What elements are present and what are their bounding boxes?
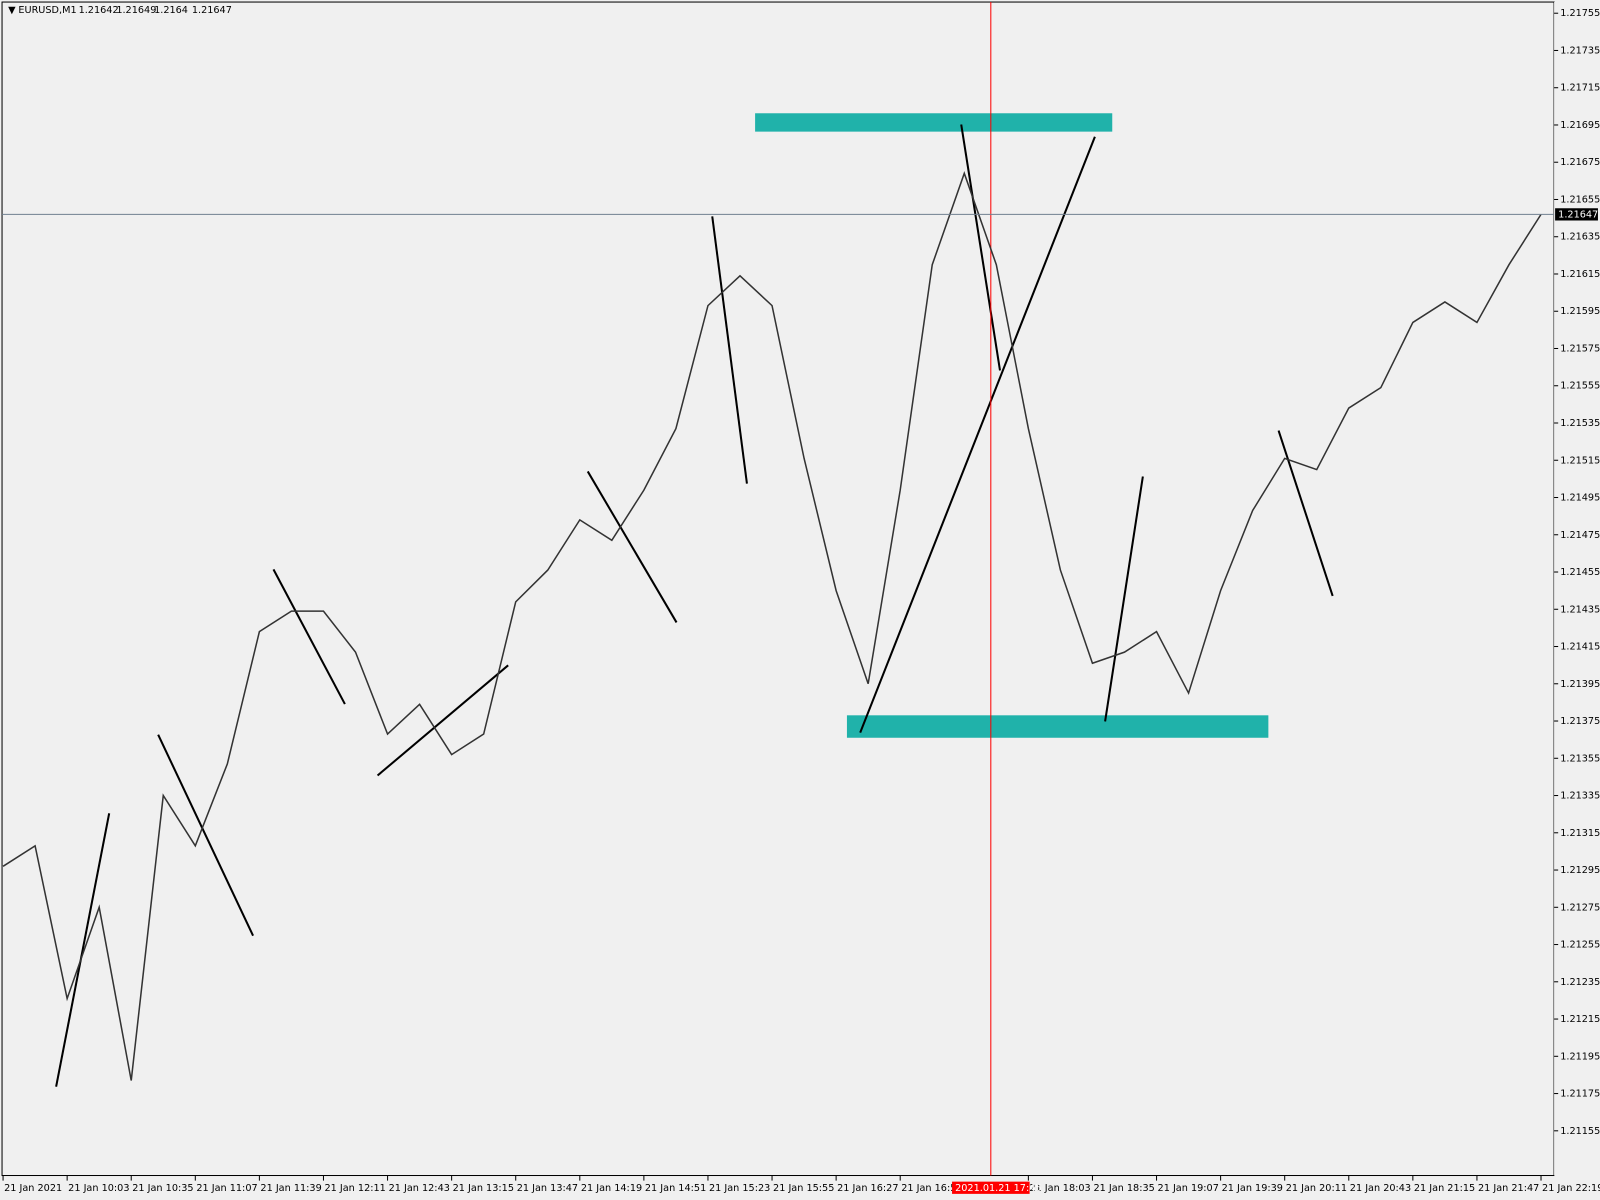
bid-label: 1.21647 <box>1558 209 1598 220</box>
trend-line <box>272 568 346 705</box>
y-tick-label: 1.21515 <box>1560 455 1600 466</box>
y-tick-label: 1.21735 <box>1560 45 1600 56</box>
ohlc-high: 1.21649 <box>116 5 156 16</box>
y-tick-label: 1.21255 <box>1560 940 1600 951</box>
x-tick-label: 21 Jan 16:27 <box>837 1183 898 1194</box>
y-tick-label: 1.21575 <box>1560 343 1600 354</box>
trend-line <box>1277 430 1334 597</box>
x-tick-label: 21 Jan 12:43 <box>389 1183 450 1194</box>
y-tick-label: 1.21175 <box>1560 1089 1600 1100</box>
x-tick-label: 21 Jan 13:15 <box>453 1183 514 1194</box>
trend-lines <box>55 124 1334 1087</box>
x-tick-label: 21 Jan 18:35 <box>1093 1183 1154 1194</box>
ohlc-open: 1.21642 <box>79 5 119 16</box>
plot-area <box>1 1 1555 1177</box>
y-tick-label: 1.21295 <box>1560 865 1600 876</box>
x-tick-label: 21 Jan 21:15 <box>1414 1183 1475 1194</box>
ohlc-low: 1.2164 <box>154 5 188 16</box>
y-tick-label: 1.21435 <box>1560 604 1600 615</box>
y-tick-label: 1.21335 <box>1560 791 1600 802</box>
y-tick-label: 1.21715 <box>1560 83 1600 94</box>
y-tick-label: 1.21555 <box>1560 381 1600 392</box>
trend-line <box>960 124 1002 371</box>
crosshair-label: 2021.01.21 17:45 <box>955 1183 1041 1194</box>
y-tick-label: 1.21675 <box>1560 157 1600 168</box>
y-tick-label: 1.21495 <box>1560 493 1600 504</box>
symbol: EURUSD,M1 <box>18 5 76 16</box>
resistance-zone <box>755 113 1113 132</box>
x-tick-label: 21 Jan 10:35 <box>132 1183 193 1194</box>
y-tick-label: 1.21355 <box>1560 753 1600 764</box>
x-tick-label: 21 Jan 19:39 <box>1222 1183 1283 1194</box>
y-tick-label: 1.21635 <box>1560 232 1600 243</box>
y-tick-label: 1.21475 <box>1560 530 1600 541</box>
price-axis <box>1554 2 1600 1176</box>
crosshair-label-box <box>952 1181 1030 1194</box>
x-tick-label: 21 Jan 11:07 <box>196 1183 257 1194</box>
x-tick-label: 21 Jan 14:51 <box>645 1183 706 1194</box>
trend-line <box>55 813 111 1087</box>
y-tick-label: 1.21195 <box>1560 1051 1600 1062</box>
y-tick-label: 1.21235 <box>1560 977 1600 988</box>
x-tick-label: 21 Jan 12:11 <box>324 1183 385 1194</box>
x-tick-label: 21 Jan 15:55 <box>773 1183 834 1194</box>
price-line <box>2 171 1542 1081</box>
support-zone <box>846 715 1269 738</box>
y-tick-label: 1.21375 <box>1560 716 1600 727</box>
x-tick-label: 21 Jan 14:19 <box>581 1183 642 1194</box>
trend-line <box>157 734 254 937</box>
trend-line <box>1104 476 1144 722</box>
x-tick-label: 21 Jan 2021 <box>4 1183 62 1194</box>
y-tick-label: 1.21275 <box>1560 902 1600 913</box>
y-tick-label: 1.21755 <box>1560 8 1600 19</box>
y-tick-label: 1.21415 <box>1560 642 1600 653</box>
bid-label-box <box>1555 208 1598 221</box>
x-tick-label: 21 Jan 16:59 <box>901 1183 962 1194</box>
x-tick-label: 21 Jan 10:03 <box>68 1183 129 1194</box>
x-tick-label: 21 Jan 22:19 <box>1542 1183 1600 1194</box>
x-tick-label: 21 Jan 19:07 <box>1158 1183 1219 1194</box>
x-tick-label: 21 Jan 20:43 <box>1350 1183 1411 1194</box>
x-tick-label: 21 Jan 20:11 <box>1286 1183 1347 1194</box>
x-tick-label: 21 Jan 21:47 <box>1478 1183 1539 1194</box>
y-tick-label: 1.21455 <box>1560 567 1600 578</box>
symbol-arrow: ▼ <box>8 5 16 16</box>
y-tick-label: 1.21595 <box>1560 306 1600 317</box>
y-tick-label: 1.21535 <box>1560 418 1600 429</box>
trend-line <box>859 136 1096 734</box>
x-tick-label: 21 Jan 11:39 <box>260 1183 321 1194</box>
y-tick-label: 1.21655 <box>1560 194 1600 205</box>
ohlc-close: 1.21647 <box>192 5 232 16</box>
x-tick-label: 21 Jan 15:23 <box>709 1183 770 1194</box>
y-tick-label: 1.21155 <box>1560 1126 1600 1137</box>
x-tick-label: 21 Jan 13:47 <box>517 1183 578 1194</box>
y-tick-label: 1.21395 <box>1560 679 1600 690</box>
y-tick-label: 1.21315 <box>1560 828 1600 839</box>
trend-line <box>376 664 509 777</box>
y-tick-label: 1.21215 <box>1560 1014 1600 1025</box>
trend-line <box>586 470 678 623</box>
y-tick-label: 1.21695 <box>1560 120 1600 131</box>
x-tick-label: 21 Jan 18:03 <box>1029 1183 1090 1194</box>
y-tick-label: 1.21615 <box>1560 269 1600 280</box>
trend-line <box>711 216 748 484</box>
